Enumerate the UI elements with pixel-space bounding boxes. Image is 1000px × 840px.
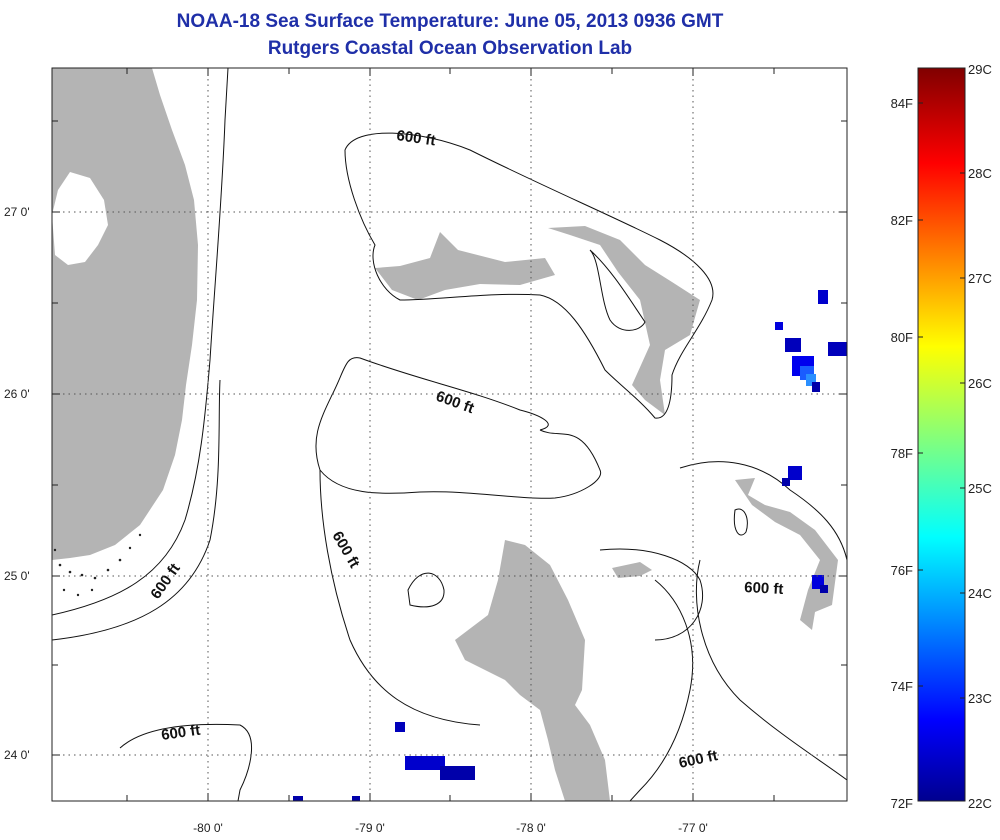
lat-label: 26 0' bbox=[4, 387, 30, 401]
lat-label: 24 0' bbox=[4, 748, 30, 762]
new-providence-land bbox=[612, 562, 652, 578]
colorbar-f-label: 82F bbox=[891, 213, 913, 228]
colorbar-f-label: 78F bbox=[891, 446, 913, 461]
bathymetry-contours bbox=[52, 68, 847, 801]
contour-label: 600 ft bbox=[395, 127, 436, 149]
contour-label: 600 ft bbox=[160, 722, 201, 744]
latitude-labels: 27 0' 26 0' 25 0' 24 0' bbox=[4, 205, 30, 762]
contour-label: 600 ft bbox=[744, 579, 784, 598]
map-title: NOAA-18 Sea Surface Temperature: June 05… bbox=[176, 11, 724, 32]
colorbar-c-label: 23C bbox=[968, 691, 992, 706]
eleuthera-land bbox=[735, 478, 838, 630]
graticule bbox=[52, 68, 847, 801]
lon-label: -77 0' bbox=[678, 821, 708, 835]
lon-label: -78 0' bbox=[516, 821, 546, 835]
map-ticks bbox=[52, 68, 847, 801]
colorbar-c-label: 24C bbox=[968, 586, 992, 601]
sst-pixels bbox=[293, 290, 847, 801]
grand-bahama-land bbox=[375, 232, 555, 300]
colorbar-c-label: 28C bbox=[968, 166, 992, 181]
map-layers: 600 ft 600 ft 600 ft 600 ft 600 ft 600 f… bbox=[52, 68, 847, 801]
florida-keys bbox=[53, 533, 142, 597]
lon-label: -80 0' bbox=[193, 821, 223, 835]
andros-land bbox=[455, 540, 610, 801]
colorbar-c-label: 29C bbox=[968, 62, 992, 77]
lat-label: 27 0' bbox=[4, 205, 30, 219]
lat-label: 25 0' bbox=[4, 569, 30, 583]
lon-label: -79 0' bbox=[355, 821, 385, 835]
colorbar-c-label: 22C bbox=[968, 796, 992, 811]
colorbar-gradient bbox=[917, 67, 966, 802]
colorbar-c-label: 25C bbox=[968, 481, 992, 496]
colorbar: 29C 28C 27C 26C 25C 24C 23C 22C 84F 82F … bbox=[891, 62, 992, 811]
colorbar-f-label: 80F bbox=[891, 330, 913, 345]
longitude-labels: -80 0' -79 0' -78 0' -77 0' bbox=[193, 821, 708, 835]
colorbar-c-label: 26C bbox=[968, 376, 992, 391]
abaco-land bbox=[548, 226, 700, 415]
colorbar-c-label: 27C bbox=[968, 271, 992, 286]
colorbar-f-label: 84F bbox=[891, 96, 913, 111]
map-subtitle: Rutgers Coastal Ocean Observation Lab bbox=[267, 38, 633, 59]
colorbar-f-label: 76F bbox=[891, 563, 913, 578]
lake-okeechobee bbox=[52, 172, 108, 265]
colorbar-f-label: 74F bbox=[891, 679, 913, 694]
colorbar-f-label: 72F bbox=[891, 796, 913, 811]
